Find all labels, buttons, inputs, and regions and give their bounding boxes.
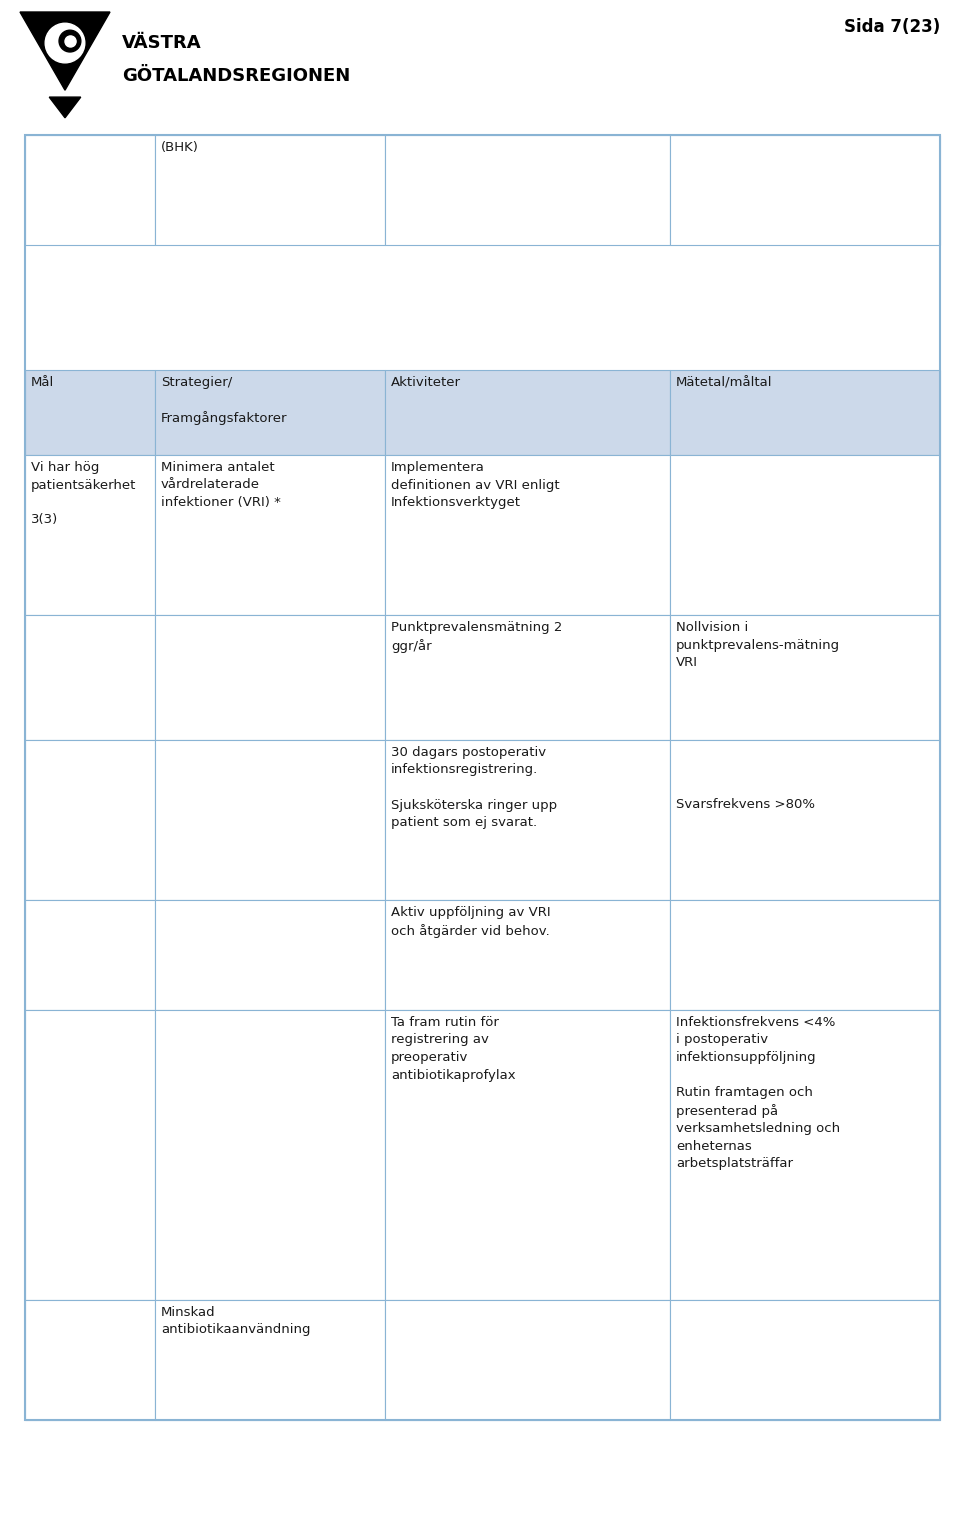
Bar <box>25 900 155 1010</box>
Polygon shape <box>20 12 110 91</box>
Text: Vi har hög
patientsäkerhet

3(3): Vi har hög patientsäkerhet 3(3) <box>31 462 136 526</box>
Bar <box>155 1300 385 1420</box>
Bar <box>155 740 385 900</box>
Bar <box>670 456 940 616</box>
Bar <box>25 616 155 740</box>
Text: Nollvision i
punktprevalens-mätning
VRI: Nollvision i punktprevalens-mätning VRI <box>676 622 840 669</box>
Text: Minimera antalet
vårdrelaterade
infektioner (VRI) *: Minimera antalet vårdrelaterade infektio… <box>161 462 281 509</box>
Bar <box>670 1300 940 1420</box>
Bar <box>670 900 940 1010</box>
Text: Infektionsfrekvens <4%
i postoperativ
infektionsuppföljning

Rutin framtagen och: Infektionsfrekvens <4% i postoperativ in… <box>676 1016 840 1170</box>
Bar <box>155 135 385 245</box>
Text: Mätetal/måltal: Mätetal/måltal <box>676 376 773 389</box>
Bar <box>155 456 385 616</box>
Bar <box>670 740 940 900</box>
Bar <box>25 1300 155 1420</box>
Circle shape <box>45 23 84 63</box>
Text: 30 dagars postoperativ
infektionsregistrering.

Sjuksköterska ringer upp
patient: 30 dagars postoperativ infektionsregistr… <box>391 746 557 830</box>
Bar <box>670 1010 940 1300</box>
Bar <box>385 135 670 245</box>
Bar <box>155 1010 385 1300</box>
Text: Punktprevalensmätning 2
ggr/år: Punktprevalensmätning 2 ggr/år <box>391 622 563 653</box>
Bar <box>385 1300 670 1420</box>
Bar <box>155 616 385 740</box>
Bar <box>25 135 940 1420</box>
Bar <box>25 1010 155 1300</box>
Text: Aktiviteter: Aktiviteter <box>391 376 461 389</box>
Text: (BHK): (BHK) <box>161 142 199 154</box>
Circle shape <box>60 31 81 52</box>
Text: Strategier/

Framgångsfaktorer: Strategier/ Framgångsfaktorer <box>161 376 287 425</box>
Text: Ta fram rutin för
registrering av
preoperativ
antibiotikaprofylax: Ta fram rutin för registrering av preope… <box>391 1016 516 1082</box>
Text: Svarsfrekvens >80%: Svarsfrekvens >80% <box>676 746 815 811</box>
Text: Sida 7(23): Sida 7(23) <box>844 18 940 35</box>
Polygon shape <box>49 97 81 119</box>
Text: Mål: Mål <box>31 376 55 389</box>
Bar <box>155 369 385 456</box>
Text: Implementera
definitionen av VRI enligt
Infektionsverktyget: Implementera definitionen av VRI enligt … <box>391 462 560 509</box>
Bar <box>385 616 670 740</box>
Bar <box>25 135 155 245</box>
Text: Minskad
antibiotikaanvändning: Minskad antibiotikaanvändning <box>161 1307 310 1336</box>
Bar <box>385 900 670 1010</box>
Text: Aktiv uppföljning av VRI
och åtgärder vid behov.: Aktiv uppföljning av VRI och åtgärder vi… <box>391 906 551 937</box>
Bar <box>385 456 670 616</box>
Bar <box>155 900 385 1010</box>
Bar <box>25 740 155 900</box>
Bar <box>670 135 940 245</box>
Circle shape <box>65 35 76 48</box>
Text: GÖTALANDSREGIONEN: GÖTALANDSREGIONEN <box>122 68 350 85</box>
Bar <box>385 740 670 900</box>
Bar <box>385 1010 670 1300</box>
Bar <box>25 369 155 456</box>
Bar <box>25 456 155 616</box>
Text: VÄSTRA: VÄSTRA <box>122 34 202 52</box>
Bar <box>670 616 940 740</box>
Bar <box>670 369 940 456</box>
Bar <box>385 369 670 456</box>
